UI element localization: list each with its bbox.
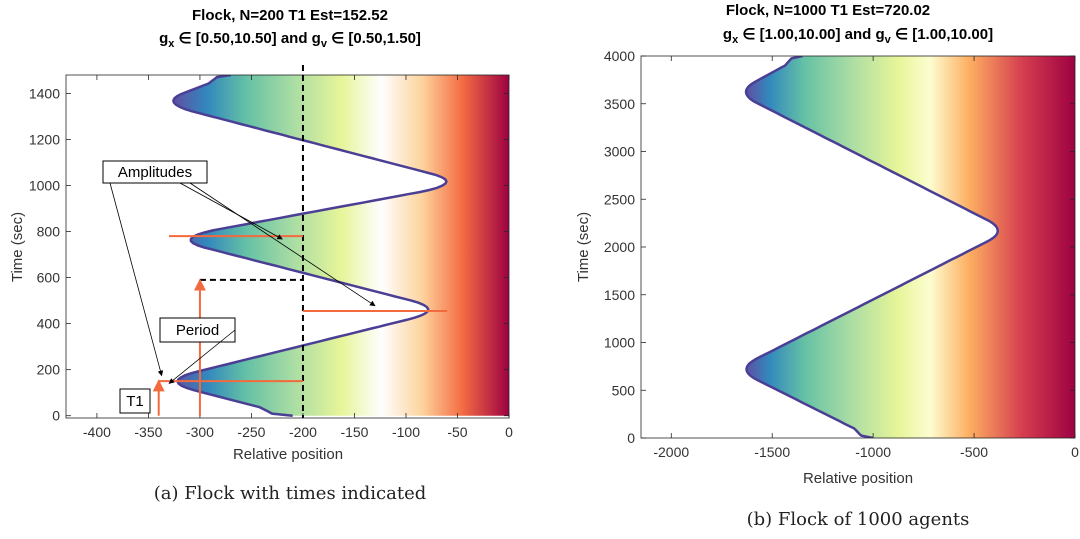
y-tick-label: 1000 bbox=[604, 335, 635, 351]
agent-band bbox=[746, 56, 1075, 438]
chart-b-title-line2: gx ∈ [1.00,10.00] and gv ∈ [1.00,10.00] bbox=[723, 26, 993, 46]
x-tick-label: -300 bbox=[186, 424, 214, 440]
x-tick-label: -100 bbox=[392, 424, 420, 440]
chart-a-ticks: -400 -350 -300 -250 -200 -150 -100 -50 0 0 200 400 6… bbox=[29, 75, 513, 440]
agent-band bbox=[173, 75, 509, 416]
chart-a-ylabel: Time (sec) bbox=[9, 212, 26, 282]
t1-box bbox=[119, 388, 151, 414]
y-tick-label: 3000 bbox=[604, 144, 635, 160]
y-tick-label: 1000 bbox=[29, 177, 60, 193]
chart-a-title-line1: Flock, N=200 T1 Est=152.52 bbox=[192, 7, 388, 24]
y-tick-label: 400 bbox=[37, 316, 61, 332]
period-box bbox=[159, 317, 236, 343]
amplitude-leader-3 bbox=[189, 182, 376, 307]
x-tick-label: -1500 bbox=[754, 444, 790, 460]
chart-b-xlabel: Relative position bbox=[803, 470, 913, 487]
x-tick-label: -200 bbox=[289, 424, 317, 440]
caption-b: (b) Flock of 1000 agents bbox=[747, 509, 970, 530]
x-tick-label: 0 bbox=[1071, 444, 1079, 460]
chart-a-frame bbox=[65, 74, 510, 419]
chart-a-title-line2: gx ∈ [0.50,10.50] and gv ∈ [0.50,1.50] bbox=[159, 30, 421, 50]
x-tick-label: -250 bbox=[237, 424, 265, 440]
y-tick-label: 500 bbox=[612, 382, 636, 398]
t1-label: T1 bbox=[126, 393, 144, 410]
y-tick-label: 2000 bbox=[604, 239, 635, 255]
chart-a: Flock, N=200 T1 Est=152.52 gx ∈ [0.50,10… bbox=[9, 7, 513, 504]
y-tick-label: 600 bbox=[37, 270, 61, 286]
chart-b-ticks: -2000 -1500 -1000 -500 0 0 500 1000 1500 2000 2500… bbox=[604, 48, 1079, 460]
y-tick-label: 1500 bbox=[604, 287, 635, 303]
chart-a-plot-area bbox=[172, 75, 509, 417]
amplitudes-label: Amplitudes bbox=[118, 164, 192, 181]
x-tick-label: -150 bbox=[340, 424, 368, 440]
y-tick-label: 1400 bbox=[29, 85, 60, 101]
x-tick-label: -2000 bbox=[653, 444, 689, 460]
period-label: Period bbox=[176, 322, 219, 339]
x-tick-label: 0 bbox=[505, 424, 513, 440]
x-tick-label: -1000 bbox=[855, 444, 891, 460]
chart-b-ylabel: Time (sec) bbox=[575, 212, 592, 282]
caption-a: (a) Flock with times indicated bbox=[154, 483, 427, 504]
x-tick-label: -500 bbox=[960, 444, 988, 460]
chart-b: Flock, N=1000 T1 Est=720.02 gx ∈ [1.00,1… bbox=[575, 2, 1079, 530]
y-tick-label: 200 bbox=[37, 362, 61, 378]
agent-lead-edge bbox=[172, 75, 448, 417]
x-tick-label: -400 bbox=[83, 424, 111, 440]
y-tick-label: 3500 bbox=[604, 96, 635, 112]
x-tick-label: -350 bbox=[134, 424, 162, 440]
amplitude-leader-1 bbox=[109, 182, 164, 377]
x-tick-label: -50 bbox=[447, 424, 467, 440]
period-leader bbox=[168, 329, 236, 384]
amplitudes-box bbox=[102, 160, 208, 184]
amplitude-leader-2 bbox=[179, 182, 283, 240]
chart-b-title-line1: Flock, N=1000 T1 Est=720.02 bbox=[726, 2, 930, 19]
y-tick-label: 0 bbox=[627, 430, 635, 446]
chart-a-annotations: Amplitudes Period T1 bbox=[102, 65, 448, 418]
y-tick-label: 1200 bbox=[29, 131, 60, 147]
agent-lead-edge bbox=[744, 56, 1000, 438]
y-tick-label: 4000 bbox=[604, 48, 635, 64]
chart-a-xlabel: Relative position bbox=[233, 446, 343, 463]
y-tick-label: 800 bbox=[37, 224, 61, 240]
y-tick-label: 2500 bbox=[604, 191, 635, 207]
chart-b-plot-area bbox=[744, 56, 1075, 438]
y-tick-label: 0 bbox=[52, 408, 60, 424]
